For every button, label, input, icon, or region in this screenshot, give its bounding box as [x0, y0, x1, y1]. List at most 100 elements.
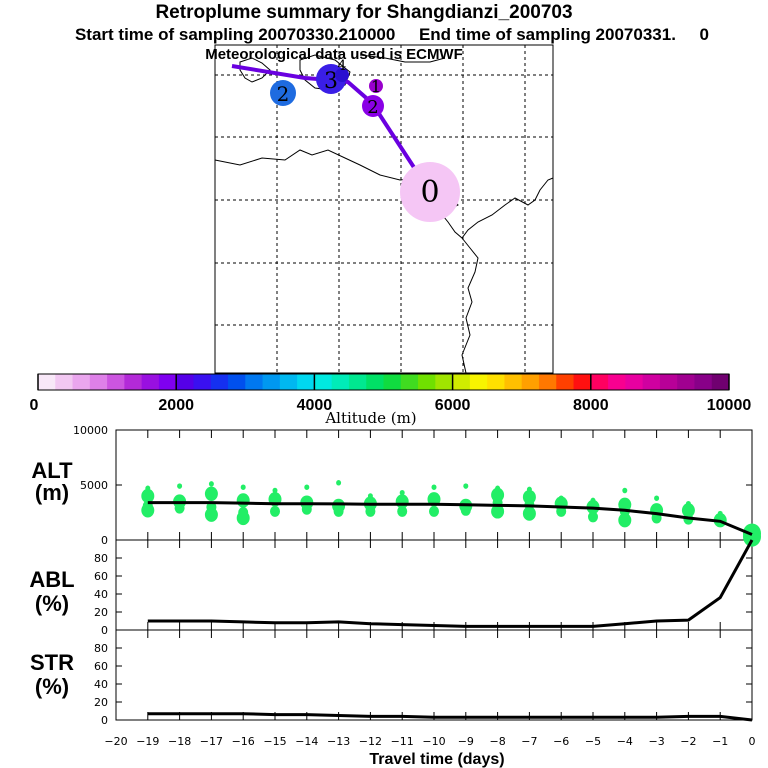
x-tick-label-20: 0: [749, 735, 756, 748]
x-tick-label-8: −12: [359, 735, 382, 748]
y-tick-label-0-0: 0: [101, 534, 108, 547]
alt-point-1-0: [177, 483, 183, 489]
colorbar-swatch-14: [279, 374, 298, 390]
colorbar-swatch-39: [711, 374, 730, 390]
colorbar-swatch-6: [141, 374, 160, 390]
alt-point-9-0: [431, 484, 437, 490]
sampling-end: End time of sampling 20070331.: [418, 25, 676, 44]
x-tick-label-10: −10: [422, 735, 445, 748]
alt-point-2-0: [208, 481, 214, 487]
x-axis-title: Travel time (days): [369, 751, 504, 768]
colorbar-swatch-23: [435, 374, 454, 390]
colorbar-swatch-18: [348, 374, 367, 390]
colorbar-swatch-20: [383, 374, 402, 390]
colorbar-swatch-26: [487, 374, 505, 390]
colorbar-swatch-24: [452, 374, 471, 390]
y-tick-label-0-1: 5000: [80, 479, 108, 492]
str-line: [147, 712, 753, 722]
colorbar-swatch-27: [504, 374, 523, 390]
marker-label-0: 0: [420, 175, 439, 210]
colorbar-swatch-35: [642, 374, 661, 390]
colorbar-swatch-25: [469, 374, 488, 390]
x-tick-label-13: −7: [521, 735, 537, 748]
alt-point-4-0: [272, 487, 278, 494]
alt-point-11-3: [491, 504, 505, 519]
colorbar-swatch-4: [107, 374, 125, 390]
colorbar-swatch-3: [89, 374, 108, 390]
alt-point-2-1: [204, 486, 218, 501]
chart-title: Retroplume summary for Shangdianzi_20070…: [155, 2, 573, 23]
colorbar-swatch-12: [245, 374, 264, 390]
x-tick-label-5: −15: [263, 735, 286, 748]
alt-point-5-2: [301, 503, 312, 515]
colorbar-swatch-19: [366, 374, 384, 390]
alt-point-10-0: [463, 483, 469, 489]
x-tick-label-19: −1: [712, 735, 728, 748]
y-tick-label-1-3: 60: [94, 570, 108, 583]
colorbar-label-1: 2000: [158, 397, 194, 414]
colorbar-swatch-38: [694, 374, 713, 390]
alt-point-16-0: [654, 495, 660, 501]
panel-unit-abl: (%): [35, 591, 69, 616]
marker-label-3: 3: [324, 69, 338, 94]
altitude-colorbar: 0 2000 4000 6000 8000 10000 Altitude (m): [30, 373, 751, 427]
alt-point-13-2: [556, 505, 567, 517]
alt-point-4-2: [270, 505, 280, 517]
x-tick-label-17: −3: [648, 735, 664, 748]
alt-point-3-0: [240, 484, 246, 490]
y-tick-label-2-0: 0: [101, 714, 108, 727]
colorbar-swatch-11: [228, 374, 246, 390]
alt-point-9-2: [429, 505, 439, 517]
plume-markers: 0 1 2 2 3 4: [270, 58, 460, 222]
colorbar-swatch-32: [590, 374, 609, 390]
alt-point-5-0: [304, 484, 310, 490]
y-tick-label-1-2: 40: [94, 588, 108, 601]
colorbar-swatch-28: [521, 374, 540, 390]
x-tick-label-14: −6: [553, 735, 569, 748]
colorbar-label-2: 4000: [297, 397, 333, 414]
x-tick-label-3: −17: [200, 735, 223, 748]
plume-marker-0: 0: [400, 162, 460, 222]
colorbar-swatch-5: [124, 374, 143, 390]
met-data-note: Meteorological data used is ECMWF: [205, 46, 463, 63]
panel-label-alt: ALT: [31, 458, 73, 483]
x-tick-label-1: −19: [136, 735, 159, 748]
abl-line: [147, 539, 754, 628]
alt-point-6-0: [336, 480, 342, 486]
y-tick-label-2-1: 20: [94, 696, 108, 709]
alt-point-15-0: [622, 487, 628, 494]
panel-unit-alt: (m): [35, 480, 69, 505]
x-tick-label-4: −16: [232, 735, 255, 748]
colorbar-swatch-9: [193, 374, 212, 390]
y-tick-label-1-0: 0: [101, 624, 108, 637]
colorbar-label-3: 6000: [435, 397, 471, 414]
colorbar-swatch-8: [176, 374, 194, 390]
colorbar-swatch-13: [262, 374, 281, 390]
x-tick-label-15: −5: [585, 735, 601, 748]
colorbar-swatch-33: [608, 374, 626, 390]
colorbar-swatch-29: [538, 374, 557, 390]
alt-point-3-3: [236, 510, 250, 526]
marker-label-2b: 2: [277, 82, 290, 106]
alt-point-3-1: [236, 493, 250, 508]
alt-point-2-3: [204, 507, 218, 522]
alt-point-8-2: [397, 505, 408, 517]
map-graticule: [215, 45, 553, 373]
colorbar-swatch-22: [418, 374, 436, 390]
alt-point-0-3: [141, 503, 155, 518]
marker-label-1: 1: [371, 77, 381, 96]
plume-marker-2: 2: [362, 95, 384, 118]
colorbar-swatch-7: [158, 374, 177, 390]
colorbar-swatch-31: [573, 374, 592, 390]
colorbar-swatch-34: [625, 374, 644, 390]
panel-label-str: STR: [30, 650, 74, 675]
panel-unit-str: (%): [35, 674, 69, 699]
x-tick-label-11: −9: [458, 735, 474, 748]
y-tick-label-0-2: 10000: [73, 424, 108, 437]
alt-point-14-2: [588, 511, 598, 523]
colorbar-swatch-0: [38, 374, 56, 390]
colorbar-swatch-37: [677, 374, 695, 390]
sampling-start: Start time of sampling 20070330.210000: [74, 25, 396, 44]
plume-marker-1: 1: [369, 77, 383, 96]
